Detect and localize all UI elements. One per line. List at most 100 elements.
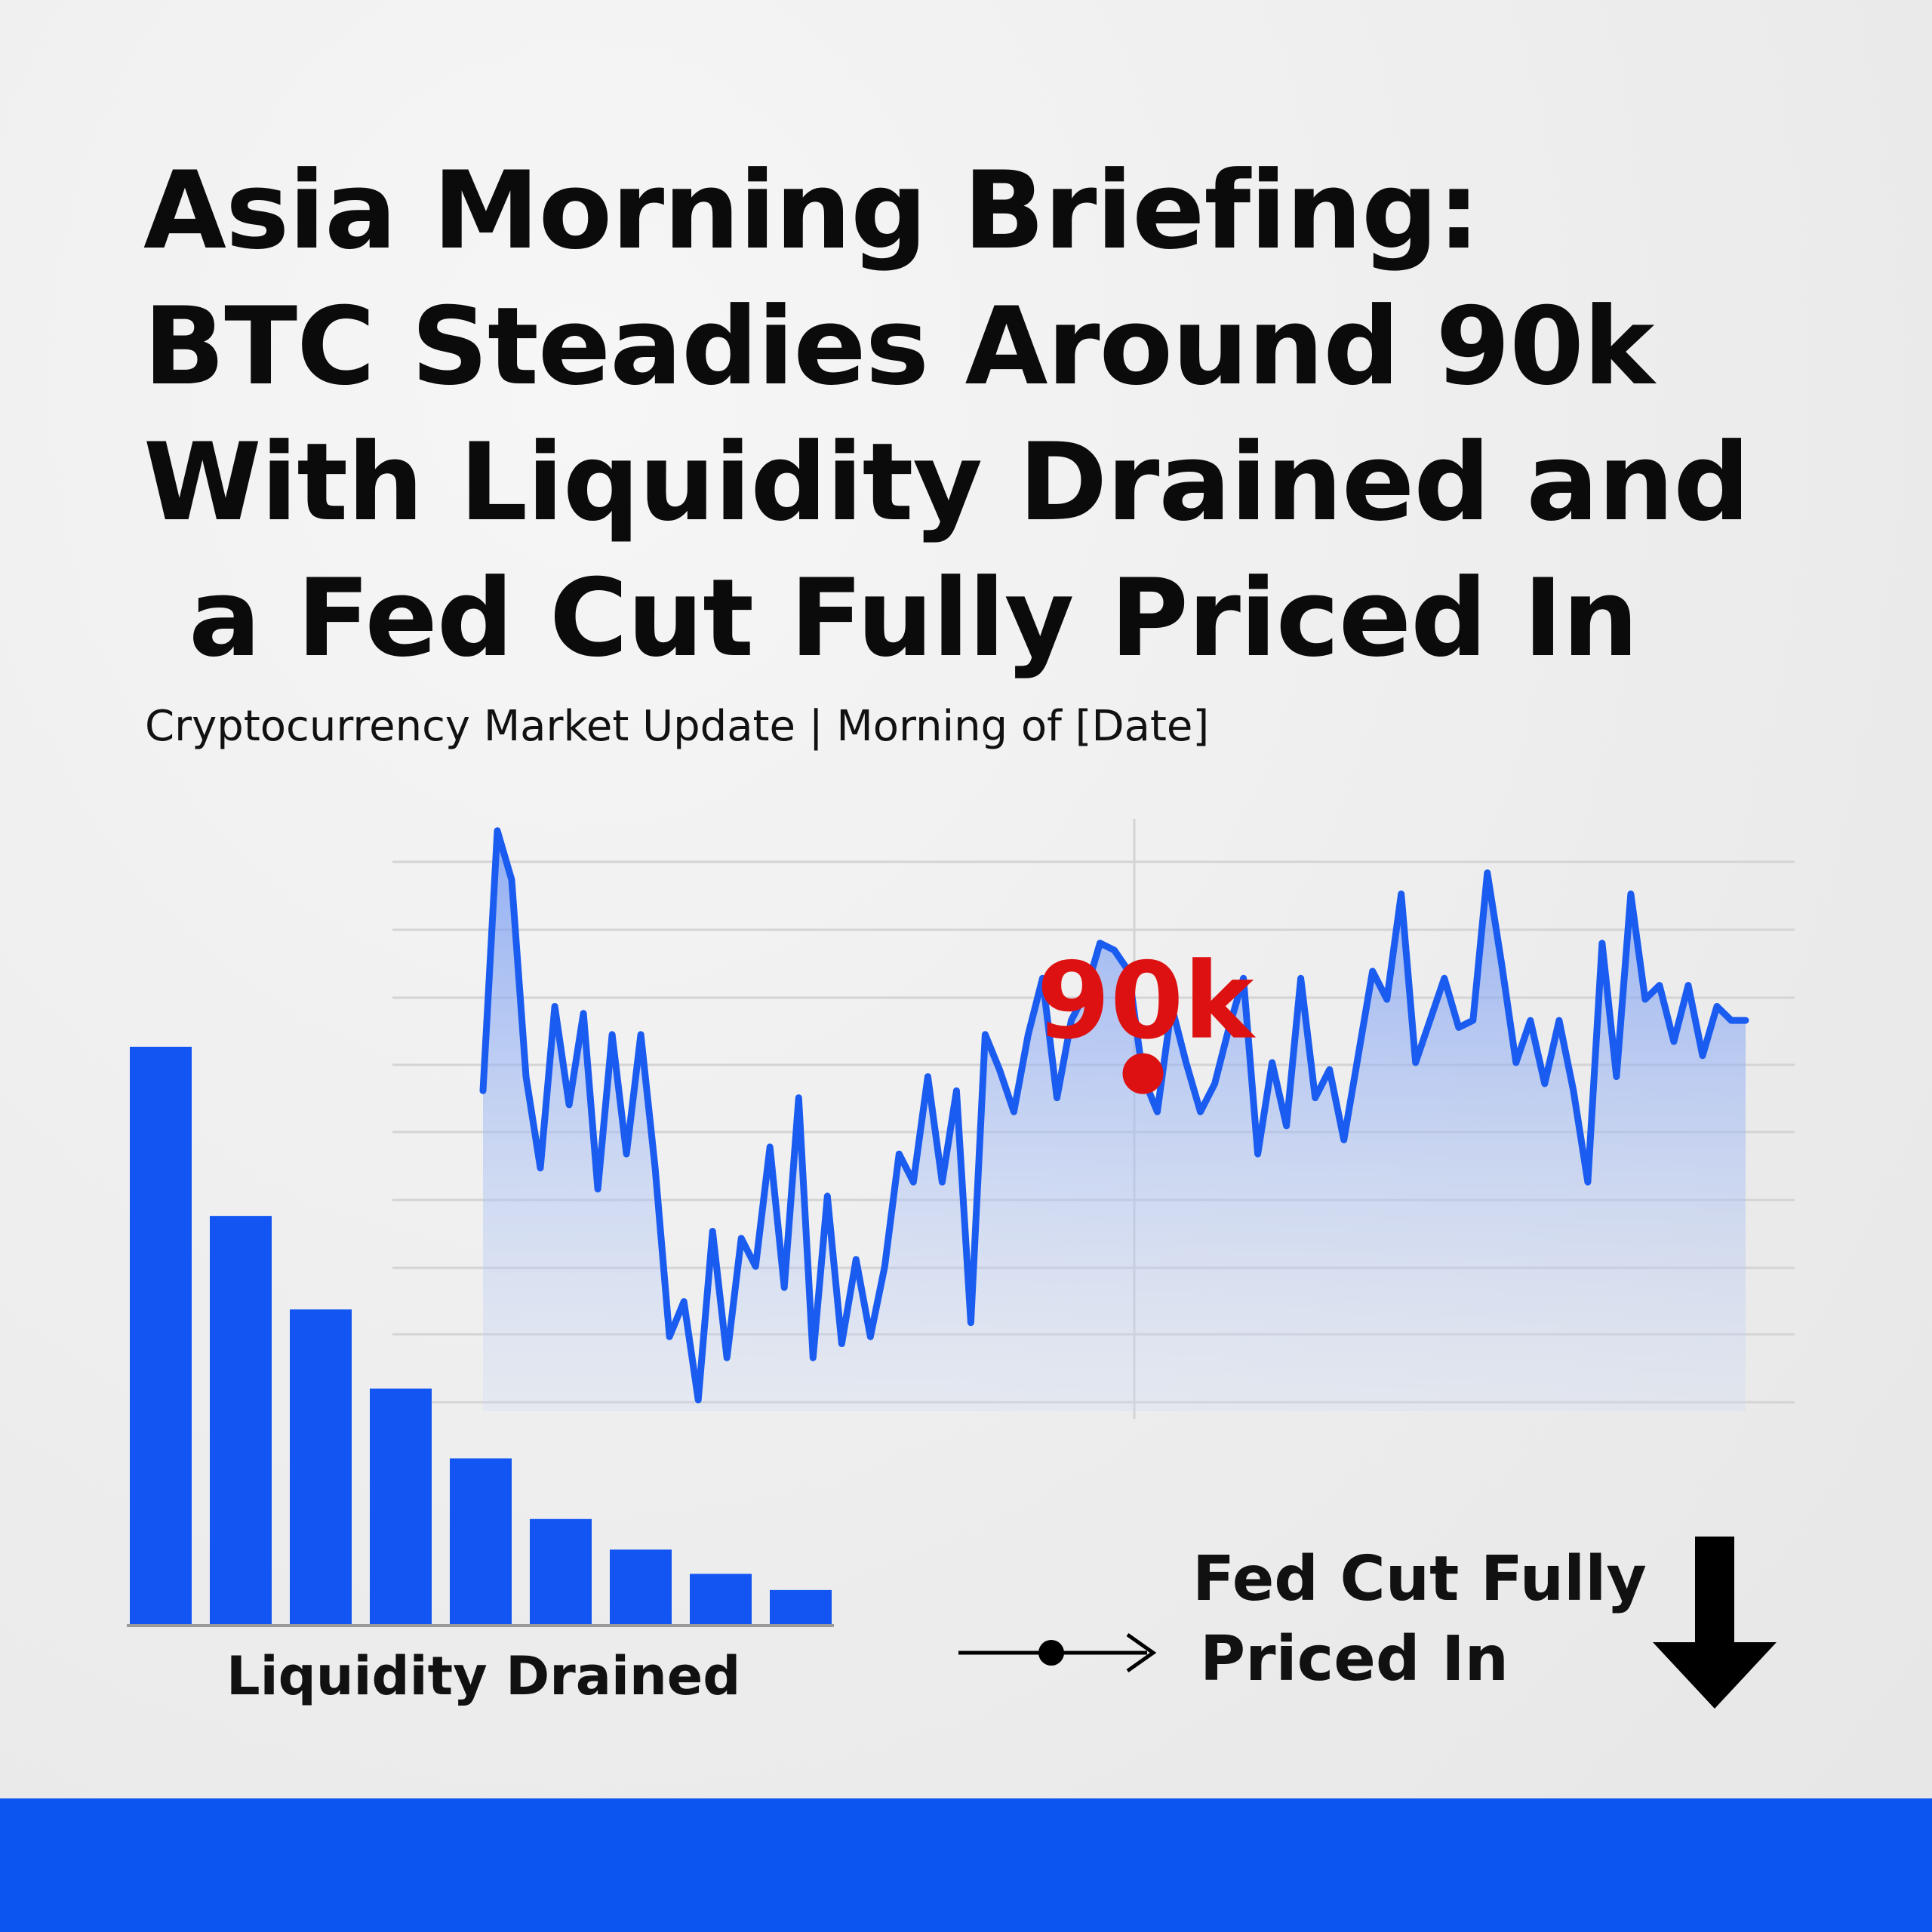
line-point [841, 1343, 843, 1345]
liquidity-bar [610, 1549, 672, 1624]
line-point [697, 1399, 700, 1401]
line-point [1257, 1153, 1259, 1155]
line-point [898, 1153, 900, 1155]
line-point [511, 878, 513, 881]
line-point [1572, 1090, 1574, 1092]
line-point [497, 829, 499, 832]
line-point [955, 1090, 958, 1092]
line-point [1543, 1082, 1546, 1084]
headline-line-3: With Liquidity Drained and [143, 420, 1750, 545]
line-point [1443, 977, 1445, 980]
line-point [525, 1075, 528, 1078]
line-point [1242, 977, 1244, 980]
liquidity-bar [370, 1388, 432, 1624]
line-point [1558, 1020, 1560, 1022]
line-point [1715, 1005, 1718, 1008]
line-point [1285, 1124, 1287, 1127]
line-point [927, 1075, 929, 1078]
line-point [583, 1012, 585, 1014]
liquidity-bar [450, 1458, 512, 1624]
line-point [1185, 1062, 1187, 1063]
line-point [1084, 991, 1087, 993]
line-point [712, 1230, 714, 1232]
line-point [1745, 1020, 1746, 1022]
headline-line-2: BTC Steadies Around 90k [143, 285, 1654, 409]
line-point [941, 1181, 943, 1183]
line-point [1529, 1020, 1531, 1022]
line-point [540, 1167, 542, 1169]
bars-axis-label: Liquidity Drained [226, 1645, 741, 1707]
line-point [554, 1005, 556, 1008]
line-point [783, 1287, 786, 1288]
line-point [1228, 1026, 1230, 1029]
down-arrow-icon [1653, 1537, 1777, 1709]
line-point [970, 1321, 972, 1324]
line-point [1041, 977, 1044, 980]
line-point [1457, 1026, 1460, 1029]
highlight-dot [1122, 1053, 1164, 1094]
fed-cut-label: Fed Cut Fully Priced In [1192, 1540, 1647, 1700]
line-point [1328, 1069, 1331, 1071]
line-point [1314, 1097, 1316, 1099]
line-point [869, 1336, 872, 1338]
fed-cut-label-line-1: Fed Cut Fully [1192, 1543, 1647, 1615]
headline: Asia Morning Briefing: BTC Steadies Arou… [143, 143, 1841, 687]
line-point [640, 1033, 642, 1035]
fed-cut-label-line-2: Priced In [1200, 1623, 1509, 1695]
right-arrow-with-dot-icon [958, 1632, 1157, 1673]
line-point [912, 1181, 915, 1183]
line-point [597, 1188, 599, 1190]
line-point [726, 1357, 728, 1359]
line-point [1113, 949, 1115, 951]
line-point [1414, 1062, 1417, 1063]
line-point [826, 1195, 829, 1197]
headline-line-4: a Fed Cut Fully Priced In [189, 556, 1638, 681]
line-point [755, 1266, 757, 1268]
line-point [1500, 963, 1503, 965]
line-point [1615, 1075, 1617, 1078]
line-point [1027, 1033, 1029, 1035]
line-point [1601, 942, 1603, 944]
line-point [1013, 1111, 1015, 1113]
line-point [1171, 1005, 1173, 1008]
liquidity-bar [130, 1047, 192, 1624]
line-point [611, 1033, 614, 1035]
liquidity-bar [530, 1518, 592, 1624]
line-point [798, 1097, 800, 1099]
line-point [482, 1090, 484, 1092]
line-point [1701, 1054, 1703, 1057]
headline-line-1: Asia Morning Briefing: [143, 149, 1480, 273]
line-point [1400, 893, 1402, 895]
line-point [1515, 1062, 1517, 1063]
line-point [1672, 1041, 1675, 1043]
line-point [1386, 998, 1388, 1001]
liquidity-bar [770, 1589, 832, 1624]
line-point [1644, 998, 1646, 1001]
line-point [740, 1237, 743, 1239]
liquidity-bar [690, 1574, 752, 1624]
line-point [884, 1266, 886, 1268]
line-point [1687, 984, 1689, 986]
bottom-band [0, 1798, 1932, 1932]
liquidity-bar [210, 1216, 272, 1624]
line-point [1658, 984, 1660, 986]
line-point [1156, 1111, 1158, 1113]
line-point [1214, 1082, 1216, 1084]
line-point [1586, 1181, 1589, 1183]
line-point [998, 1069, 1001, 1071]
line-point [1300, 977, 1302, 980]
line-points [482, 829, 1746, 1401]
line-point [769, 1146, 771, 1148]
line-point [1371, 970, 1374, 972]
line-point [1429, 1020, 1431, 1022]
line-point [1271, 1062, 1273, 1063]
highlight-label-90k: 90k [1037, 940, 1257, 1063]
line-point [855, 1258, 857, 1260]
line-point [1070, 1020, 1072, 1022]
line-point [669, 1336, 671, 1338]
liquidity-bar [290, 1309, 352, 1624]
line-point [1629, 893, 1632, 895]
line-point [654, 1167, 657, 1169]
line-point [1357, 1054, 1359, 1057]
